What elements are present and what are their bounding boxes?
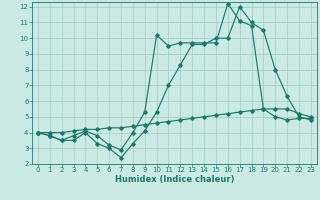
X-axis label: Humidex (Indice chaleur): Humidex (Indice chaleur)	[115, 175, 234, 184]
